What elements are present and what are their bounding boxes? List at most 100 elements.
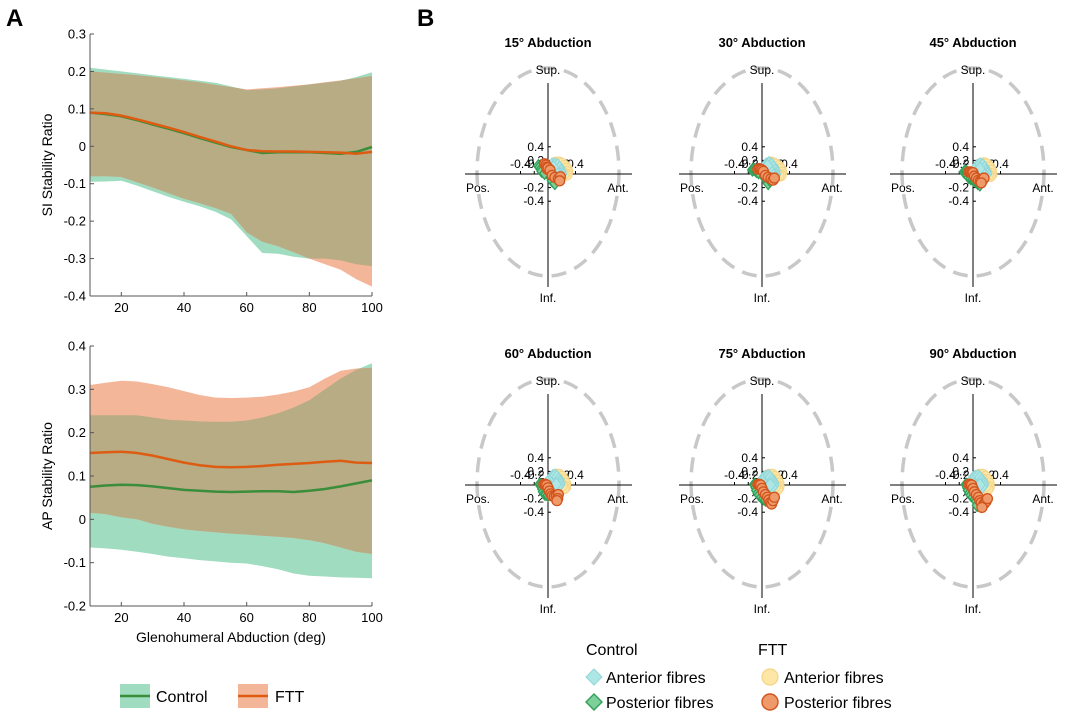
b-y-tick-label: 0.4 [952,140,969,154]
label-inf: Inf. [965,602,982,616]
label-sup: Sup. [750,374,775,388]
x-tick-label: 100 [361,300,383,315]
b-y-tick-label: 0.4 [741,451,758,465]
legend-control-anterior-label: Anterior fibres [606,670,706,687]
b-y-tick-label: -0.4 [737,194,758,208]
x-tick-label: 40 [177,610,191,625]
subplot-title: 15° Abduction [504,35,591,50]
legend-control-anterior-marker [585,668,603,686]
control-mean-line [89,479,373,494]
label-pos: Pos. [891,181,915,195]
ftt-posterior-point [768,172,781,184]
label-pos: Pos. [891,492,915,506]
b-x-tick-label: -0.4 [724,468,745,482]
y-tick-label: 0.3 [68,27,86,42]
subplot-3: 45° Abduction-0.4-0.20.20.40.40.2-0.2-0.… [890,35,1057,305]
x-tick-label: 100 [361,610,383,625]
legend-ftt-posterior-label: Posterior fibres [784,695,892,712]
ellipse-boundary [900,66,1046,278]
label-pos: Pos. [680,492,704,506]
b-y-tick-label: -0.2 [523,181,544,195]
y-tick-label: 0.3 [68,382,86,397]
si-stability-chart: 0.3 0.2 0.1 0 -0.1 -0.2 -0.3 -0.4 20 40 60 80 100 [64,27,383,316]
b-y-tick-label: -0.2 [948,492,969,506]
legend-ftt-anterior-label: Anterior fibres [784,670,884,687]
label-inf: Inf. [754,291,771,305]
x-tick-label: 60 [239,300,253,315]
ap-ylabel: AP Stability Ratio [39,422,55,530]
subplot-title: 90° Abduction [929,346,1016,361]
ftt-posterior-point [554,175,566,187]
label-inf: Inf. [754,602,771,616]
b-y-tick-label: 0.4 [527,140,544,154]
b-y-tick-label: 0.2 [527,464,544,478]
b-y-tick-label: -0.2 [737,492,758,506]
b-y-tick-label: 0.2 [741,464,758,478]
b-x-tick-label: 0.4 [567,468,584,482]
x-tick-label: 80 [302,610,316,625]
ellipse-boundary [689,377,835,589]
y-tick-label: 0.2 [68,64,86,79]
ellipse-boundary [900,377,1046,589]
y-tick-label: -0.1 [64,555,86,570]
y-tick-label: 0.1 [68,469,86,484]
b-x-tick-label: 0.4 [781,468,798,482]
b-y-tick-label: 0.2 [952,464,969,478]
y-tick-label: 0 [79,139,86,154]
label-ant: Ant. [821,492,842,506]
label-sup: Sup. [536,374,561,388]
y-tick-label: 0 [79,512,86,527]
legend-ftt-posterior-marker [761,693,779,711]
b-y-tick-label: -0.2 [948,181,969,195]
legend-control-label: Control [156,689,208,706]
y-tick-label: 0.4 [68,339,86,354]
label-inf: Inf. [540,602,557,616]
overlap-band [90,71,372,267]
y-tick-label: -0.1 [64,176,86,191]
si-ylabel: SI Stability Ratio [39,113,55,216]
legend-ftt-anterior-marker [761,668,779,686]
subplot-title: 30° Abduction [718,35,805,50]
label-pos: Pos. [466,181,490,195]
label-sup: Sup. [961,63,986,77]
label-sup: Sup. [750,63,775,77]
x-tick-label: 20 [114,300,128,315]
b-x-tick-label: -0.2 [949,468,970,482]
subplot-title: 45° Abduction [929,35,1016,50]
subplot-title: 60° Abduction [504,346,591,361]
b-y-tick-label: -0.4 [523,505,544,519]
label-pos: Pos. [466,492,490,506]
x-tick-label: 40 [177,300,191,315]
label-ant: Ant. [607,181,628,195]
ellipse-boundary [475,377,621,589]
b-x-tick-label: -0.4 [510,468,531,482]
b-y-tick-label: -0.4 [523,194,544,208]
legend-control-posterior-label: Posterior fibres [606,695,714,712]
b-x-tick-label: 0.4 [992,157,1009,171]
legend-ftt-label: FTT [275,689,305,706]
b-y-tick-label: -0.4 [948,505,969,519]
subplot-6: 90° Abduction-0.4-0.20.20.40.40.2-0.2-0.… [890,346,1057,616]
ftt-posterior-point [981,492,994,505]
b-x-tick-label: -0.4 [724,157,745,171]
ftt-mean-line [89,111,373,156]
legend-control-posterior-marker [585,693,603,711]
ap-stability-chart: 0.4 0.3 0.2 0.1 0 -0.1 -0.2 20 40 60 80 100 [64,339,383,626]
y-tick-label: 0.1 [68,101,86,116]
y-tick-label: -0.3 [64,251,86,266]
y-tick-label: 0.2 [68,425,86,440]
subplot-4: 60° Abduction-0.4-0.20.20.40.40.2-0.2-0.… [465,346,632,616]
panel-label-a: A [6,5,23,32]
label-ant: Ant. [1032,492,1053,506]
y-tick-label: -0.2 [64,599,86,614]
b-x-tick-label: -0.4 [935,468,956,482]
b-y-tick-label: 0.4 [527,451,544,465]
ellipse-boundary [689,66,835,278]
b-y-tick-label: -0.2 [523,492,544,506]
b-x-tick-label: 0.4 [992,468,1009,482]
label-sup: Sup. [961,374,986,388]
ftt-posterior-point [976,501,988,514]
label-ant: Ant. [1032,181,1053,195]
subplot-2: 30° Abduction-0.4-0.20.20.40.40.2-0.2-0.… [679,35,846,305]
